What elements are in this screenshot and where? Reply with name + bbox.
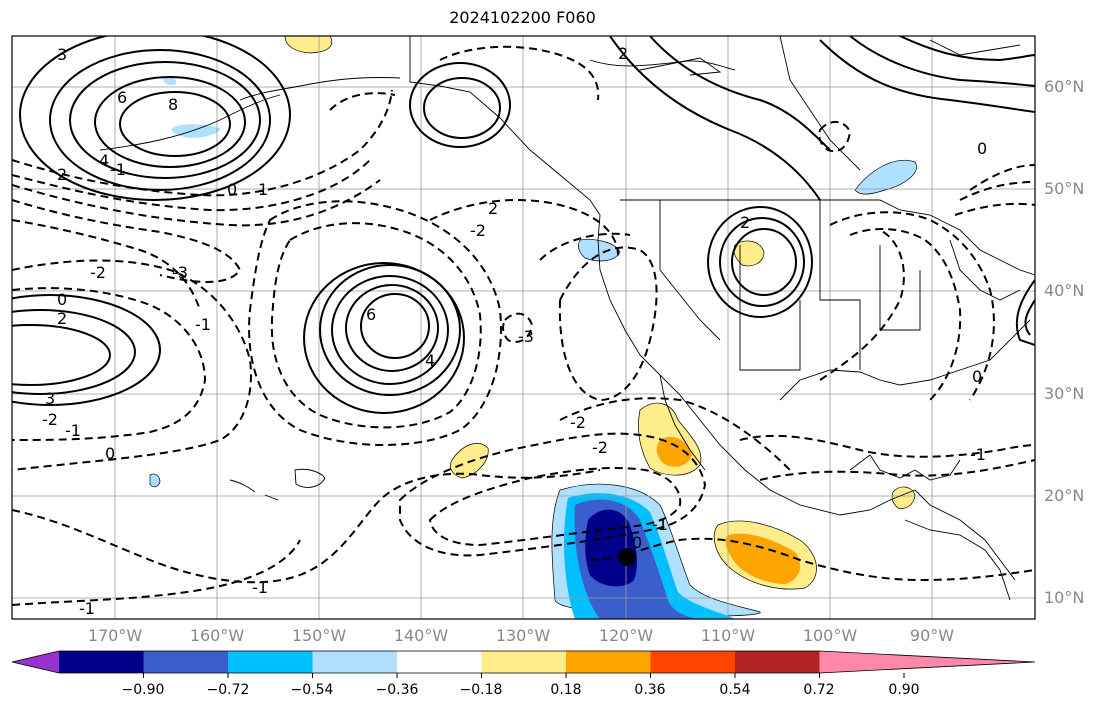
contour-label: -1 <box>970 445 986 464</box>
map-border <box>11 35 1036 620</box>
contour-labels: 3 6 8 4 2 1 0 -3 -2 -1 6 4 2 0 2 -2 -1 -… <box>42 44 987 618</box>
contour-label: 0 <box>57 290 67 309</box>
contour-label: -1 <box>110 160 126 179</box>
colorbar-tick-label: 0.90 <box>888 682 920 698</box>
colorbar-segment <box>59 651 144 673</box>
colorbar-tick-label: 0.36 <box>634 682 666 698</box>
lon-label: 120°W <box>598 626 654 645</box>
colorbar-tick-label: 0.54 <box>719 682 751 698</box>
contour-label: -1 <box>652 515 668 534</box>
colorbar-segment <box>566 651 651 673</box>
contour-label: 6 <box>117 88 127 107</box>
map-title: 2024102200 F060 <box>449 8 596 27</box>
contour-label: 3 <box>45 389 55 408</box>
colorbar <box>11 650 1036 678</box>
contour-label: 2 <box>57 309 67 328</box>
contour-label: 0 <box>227 180 237 199</box>
storm-center-marker <box>618 548 636 566</box>
colorbar-tick-label: −0.18 <box>459 682 503 698</box>
contour-label: 4 <box>425 351 435 370</box>
colorbar-segment <box>481 651 567 673</box>
contour-label: -2 <box>42 410 58 429</box>
contour-label: 2 <box>488 199 498 218</box>
contour-label: -1 <box>65 421 81 440</box>
colorbar-segment <box>312 651 398 673</box>
contour-label: -3 <box>518 327 534 346</box>
colorbar-outline <box>11 650 1036 674</box>
contour-label: -3 <box>172 263 188 282</box>
colorbar-extend-low <box>12 651 59 673</box>
contour-label: 6 <box>366 305 376 324</box>
lat-label: 40°N <box>1044 281 1085 300</box>
colorbar-segment <box>228 651 313 673</box>
contour-label: 0 <box>977 139 987 158</box>
lat-label: 30°N <box>1044 384 1085 403</box>
colorbar-segment <box>143 651 229 673</box>
contour-label: -2 <box>90 263 106 282</box>
contour-label: -1 <box>195 315 211 334</box>
lon-label: 170°W <box>87 626 143 645</box>
lon-label: 110°W <box>700 626 756 645</box>
colorbar-tick-label: −0.90 <box>121 682 165 698</box>
lon-label: 130°W <box>495 626 551 645</box>
contour-label: 2 <box>57 165 67 184</box>
colorbar-tick-label: −0.72 <box>206 682 250 698</box>
colorbar-segment <box>650 651 736 673</box>
contour-label: -1 <box>79 599 95 618</box>
contour-label: 8 <box>168 95 178 114</box>
colorbar-tick-label: −0.54 <box>290 682 334 698</box>
lat-label: 50°N <box>1044 179 1085 198</box>
colorbar-segment <box>735 651 820 673</box>
contour-label: 4 <box>99 151 109 170</box>
colorbar-segment <box>397 651 482 673</box>
colorbar-tick-label: −0.36 <box>375 682 419 698</box>
contour-label: 2 <box>618 44 628 63</box>
contour-label: 0 <box>632 533 642 552</box>
contour-label: -2 <box>470 221 486 240</box>
contour-label: 0 <box>972 367 982 386</box>
contour-label: 3 <box>57 45 67 64</box>
dashed-contours <box>12 45 1035 606</box>
contour-label: 1 <box>258 180 268 199</box>
lon-label: 140°W <box>393 626 449 645</box>
colorbar-tick-label: 0.18 <box>550 682 582 698</box>
contour-label: -2 <box>592 438 608 457</box>
solid-contours <box>12 36 1035 414</box>
contour-label: 0 <box>105 444 115 463</box>
lon-label: 100°W <box>802 626 858 645</box>
lon-label: 150°W <box>291 626 347 645</box>
contour-label: -2 <box>570 413 586 432</box>
colorbar-tick-label: 0.72 <box>803 682 835 698</box>
shaded-anomalies <box>149 36 917 619</box>
contour-label: -1 <box>252 578 268 597</box>
lat-label: 60°N <box>1044 77 1085 96</box>
colorbar-extend-high <box>819 651 1035 673</box>
lon-label: 90°W <box>909 626 955 645</box>
contour-label: 2 <box>740 213 750 232</box>
lat-label: 20°N <box>1044 486 1085 505</box>
lat-label: 10°N <box>1044 588 1085 607</box>
lon-label: 160°W <box>189 626 245 645</box>
